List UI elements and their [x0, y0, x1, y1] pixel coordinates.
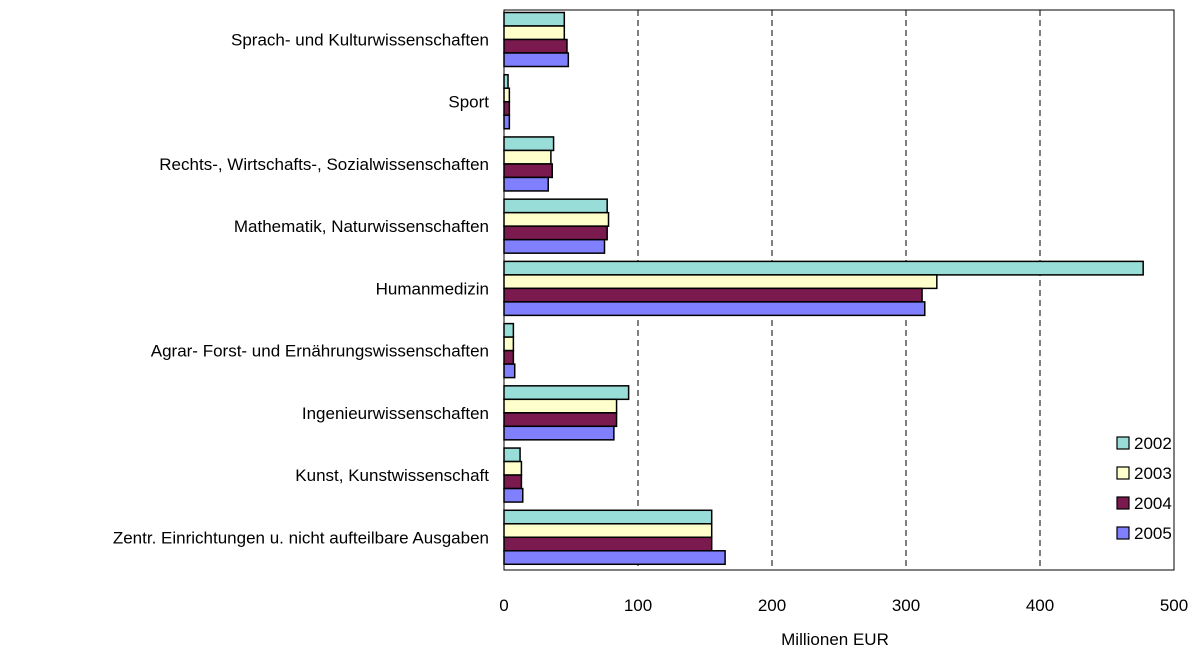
bar-2005: [503, 301, 926, 317]
category-label: Humanmedizin: [376, 279, 489, 298]
bar-2002: [503, 447, 521, 463]
legend-label: 2003: [1134, 464, 1172, 483]
category-label: Mathematik, Naturwissenschaften: [234, 217, 489, 236]
bar-2004: [503, 225, 608, 241]
legend-swatch-2005: [1116, 526, 1130, 540]
legend: 2002 2003 2004 2005: [1116, 434, 1172, 543]
bar-2004: [503, 287, 923, 303]
bar-2004: [503, 163, 553, 179]
bar-2004: [503, 412, 618, 428]
bar-2003: [503, 460, 523, 476]
bar-2005: [503, 487, 524, 503]
bar-2004: [503, 474, 523, 490]
category-label: Kunst, Kunstwissenschaft: [295, 466, 489, 485]
bars: [503, 11, 1144, 566]
x-axis-label: Millionen EUR: [781, 630, 889, 649]
bar-2002: [503, 11, 566, 27]
bar-2002: [503, 260, 1144, 276]
bar-2004: [503, 38, 568, 54]
bar-2002: [503, 509, 713, 525]
legend-swatch-2003: [1116, 466, 1130, 480]
bar-2005: [503, 363, 516, 379]
x-tick-label: 300: [892, 596, 920, 615]
category-label: Sport: [448, 93, 489, 112]
bar-2005: [503, 425, 615, 441]
x-tick-label: 0: [499, 596, 508, 615]
plot-area: [503, 9, 1175, 571]
category-label: Ingenieurwissenschaften: [302, 404, 489, 423]
x-tick-label: 200: [758, 596, 786, 615]
category-label: Sprach- und Kulturwissenschaften: [231, 31, 489, 50]
bar-2002: [503, 136, 555, 152]
bar-2003: [503, 25, 566, 41]
x-tick-label: 400: [1026, 596, 1054, 615]
bar-2003: [503, 87, 511, 103]
bar-2003: [503, 274, 938, 290]
bar-2005: [503, 52, 570, 68]
bar-2005: [503, 550, 726, 566]
bar-2005: [503, 114, 511, 130]
category-label: Agrar- Forst- und Ernährungswissenschaft…: [151, 342, 489, 361]
category-label: Rechts-, Wirtschafts-, Sozialwissenschaf…: [159, 155, 489, 174]
category-label: Zentr. Einrichtungen u. nicht aufteilbar…: [113, 528, 489, 547]
legend-label: 2004: [1134, 494, 1172, 513]
category-labels: Sprach- und Kulturwissenschaften Sport Rec…: [113, 31, 489, 548]
bar-2003: [503, 336, 515, 352]
bar-2002: [503, 385, 630, 401]
bar-2003: [503, 211, 610, 227]
bar-2003: [503, 523, 713, 539]
bar-2004: [503, 536, 713, 552]
bar-2004: [503, 100, 511, 116]
legend-label: 2005: [1134, 524, 1172, 543]
x-axis-ticks: 0 100 200 300 400 500: [499, 596, 1188, 615]
x-tick-label: 500: [1160, 596, 1188, 615]
bar-2002: [503, 73, 509, 89]
bar-2002: [503, 322, 515, 338]
bar-2005: [503, 176, 549, 192]
bar-2002: [503, 198, 608, 214]
bar-2004: [503, 349, 515, 365]
bar-2003: [503, 398, 618, 414]
legend-swatch-2002: [1116, 436, 1130, 450]
legend-swatch-2004: [1116, 496, 1130, 510]
legend-label: 2002: [1134, 434, 1172, 453]
bar-2005: [503, 238, 606, 254]
bar-2003: [503, 149, 552, 165]
x-tick-label: 100: [624, 596, 652, 615]
